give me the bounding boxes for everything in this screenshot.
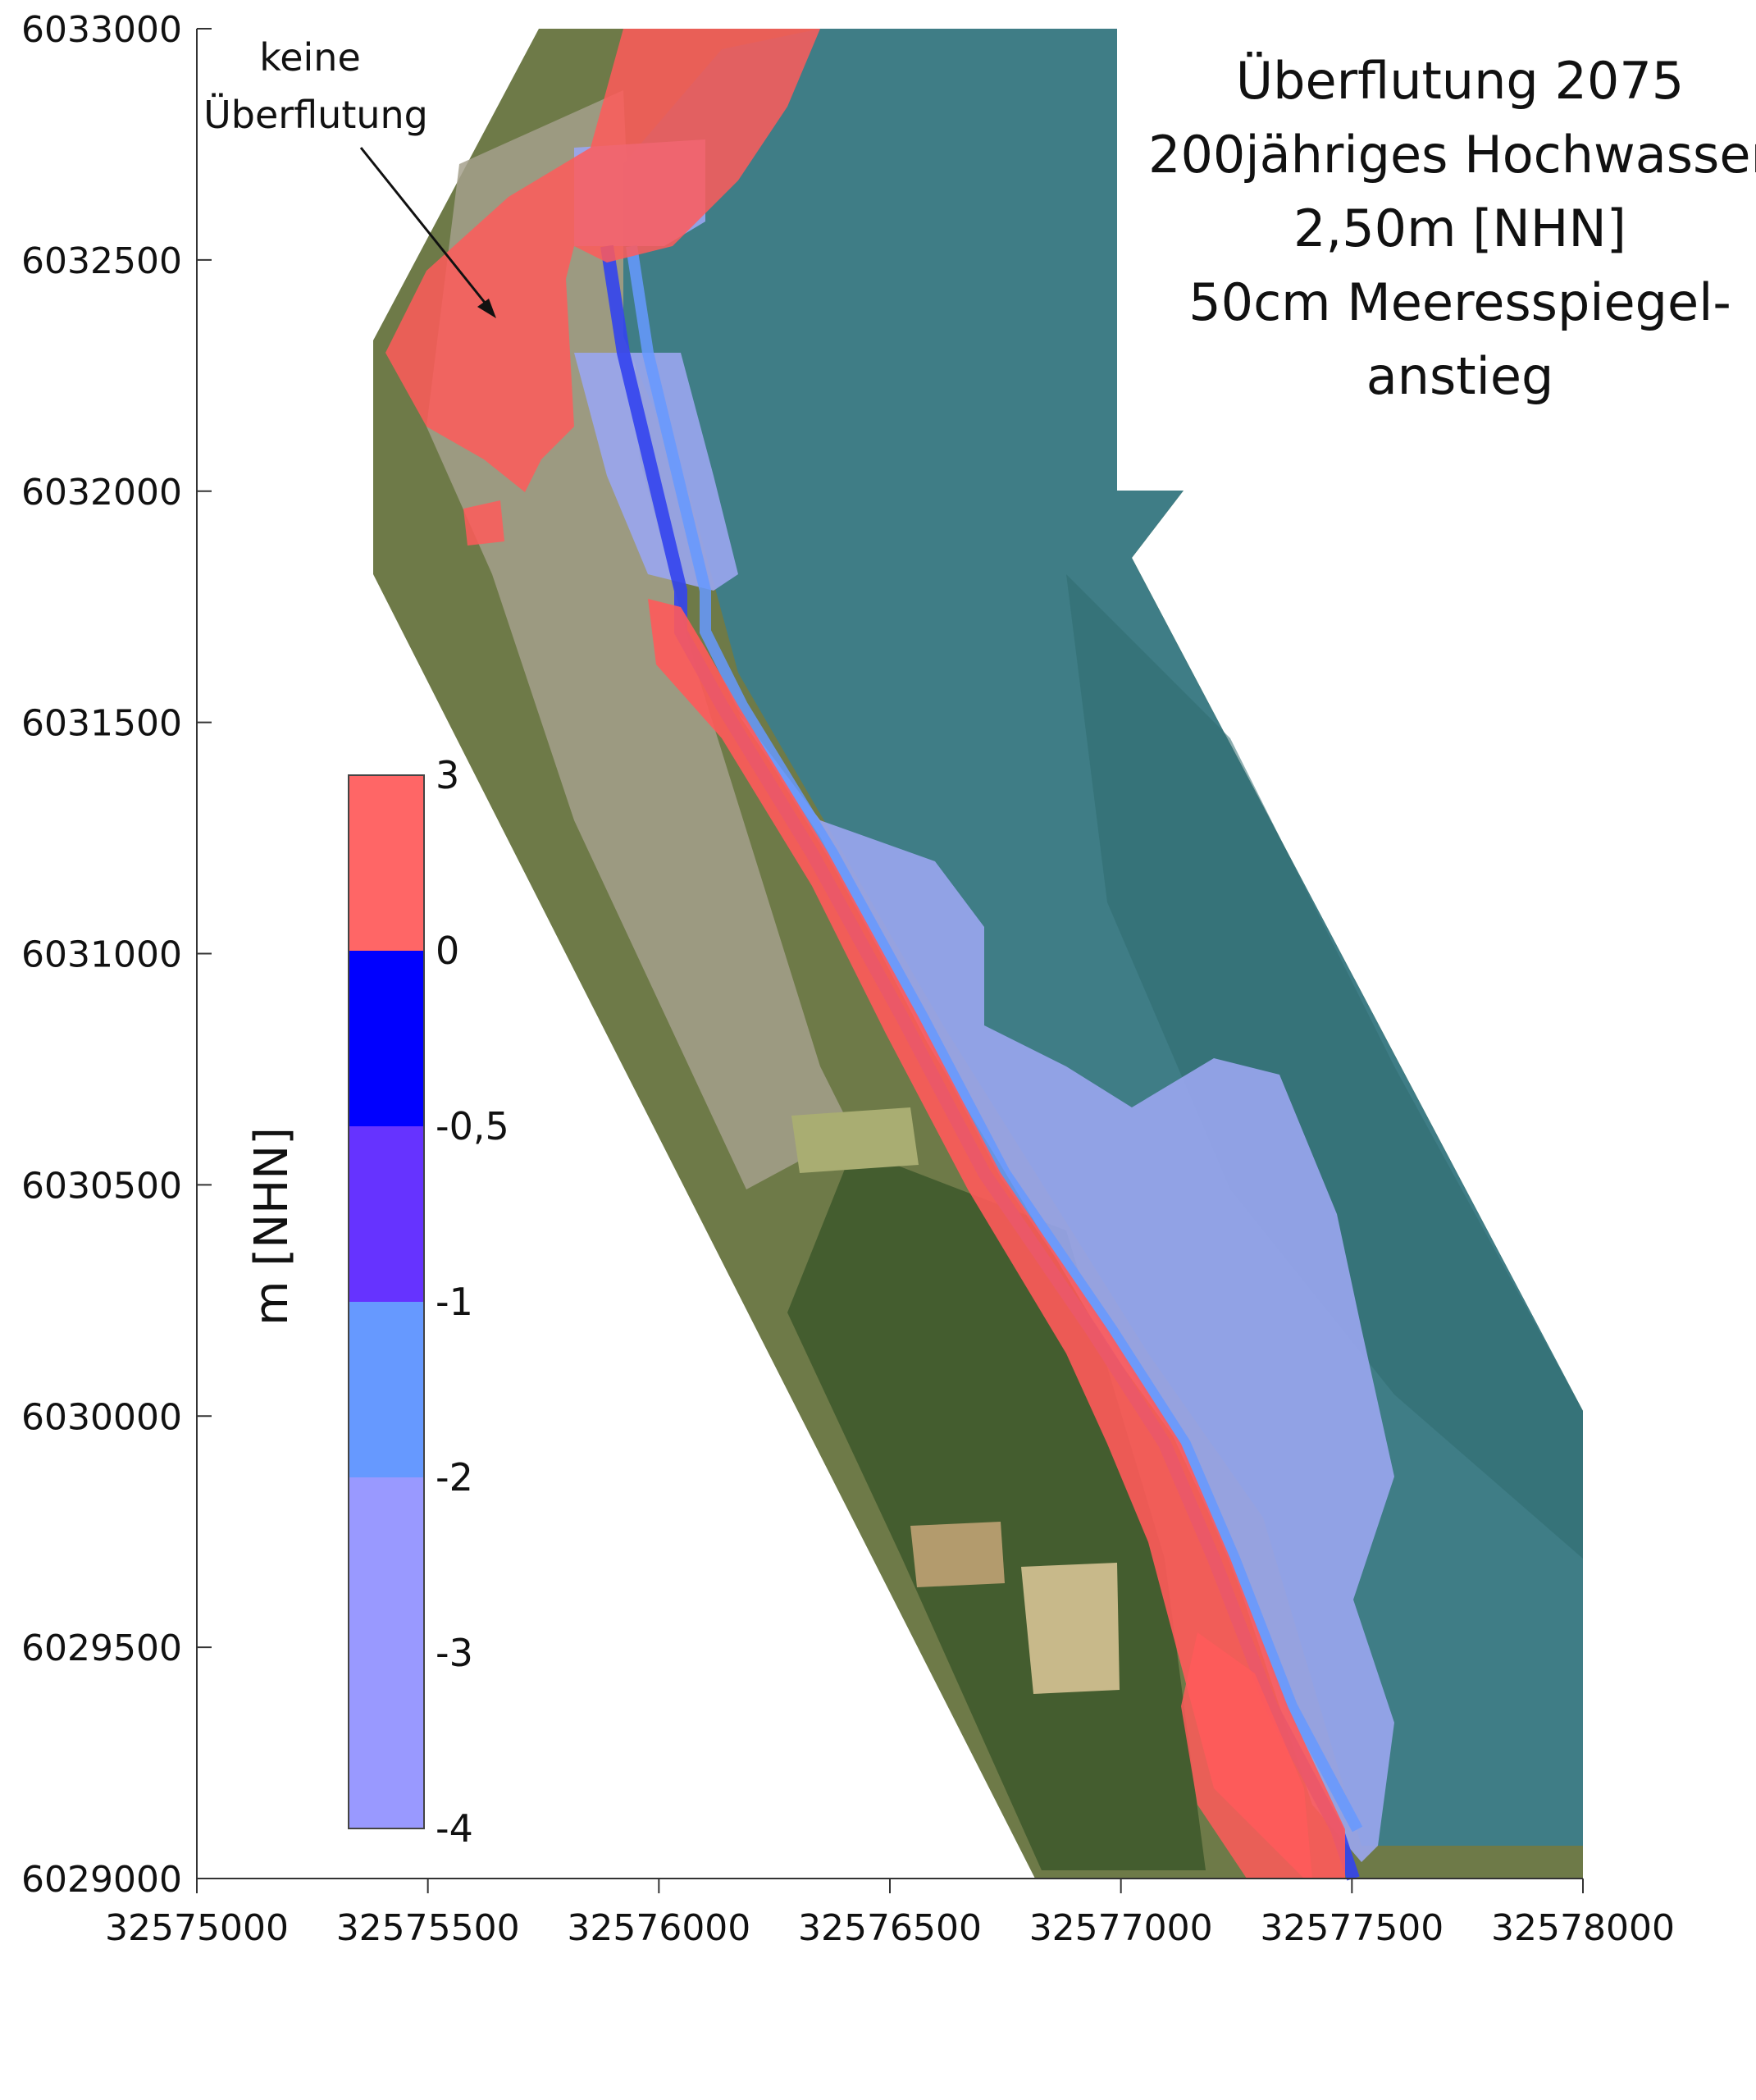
legend-swatch [349,1126,424,1302]
y-tick-label: 6033000 [21,9,182,51]
legend-label: -0,5 [436,1104,509,1148]
x-tick-label: 32575500 [336,1907,520,1949]
y-tick-label: 6032000 [21,472,182,514]
legend-frame [348,774,425,1829]
flood-red-south [1181,1632,1312,1879]
field-patch [791,1107,919,1173]
legend-label: -1 [436,1280,473,1324]
field-patch [1021,1563,1120,1694]
annotation-no-flooding: keine Überflutung [203,35,496,318]
x-tick-label: 32578000 [1491,1907,1675,1949]
title-line-4: 50cm Meeresspiegel- [1188,272,1731,332]
annotation-line-2: Überflutung [203,93,428,137]
legend-label: -3 [436,1631,473,1675]
legend-label: -4 [436,1806,473,1851]
legend-swatch [349,951,424,1126]
x-tick-label: 32576500 [798,1907,982,1949]
legend: 3 0 -0,5 -1 -2 -3 -4 m [NHN] [245,753,509,1851]
y-tick-label: 6032500 [21,240,182,282]
y-tick-label: 6029000 [21,1859,182,1901]
y-tick-label: 6031500 [21,703,182,745]
map-title: Überflutung 2075 200jähriges Hochwasser … [1148,51,1756,406]
legend-swatch [349,775,424,951]
legend-label: 0 [436,929,459,973]
title-line-2: 200jähriges Hochwasser [1148,125,1756,185]
annotation-line-1: keine [259,35,361,80]
x-tick-label: 32576000 [567,1907,750,1949]
x-tick-label: 32577500 [1260,1907,1444,1949]
flood-red-north [385,29,820,492]
coast-band-mid [626,244,1363,1833]
axes: 6033000 6032500 6032000 6031500 6031000 60305… [21,9,1675,1949]
title-line-5: anstieg [1366,346,1554,406]
map-image [373,29,1583,1881]
legend-title: m [NHN] [245,1127,299,1326]
title-line-1: Überflutung 2075 [1236,51,1684,111]
title-line-3: 2,50m [NHN] [1293,199,1626,258]
x-tick-label: 32577000 [1029,1907,1213,1949]
y-tick-label: 6031000 [21,934,182,976]
shallow-zone [738,714,1394,1862]
x-axis-ticks: 32575000 32575500 32576000 32576500 32577000… [105,1879,1675,1949]
legend-label: 3 [436,753,459,797]
legend-labels: 3 0 -0,5 -1 -2 -3 -4 [436,753,509,1851]
y-tick-label: 6029500 [21,1628,182,1669]
y-axis-ticks: 6033000 6032500 6032000 6031500 6031000 60305… [21,9,212,1901]
x-tick-label: 32575000 [105,1907,289,1949]
legend-label: -2 [436,1455,473,1500]
sea-shade [1066,574,1583,1559]
flood-red-coast [648,599,1345,1879]
annotation-arrowhead [477,299,496,318]
legend-color-bar [348,774,425,1829]
y-tick-label: 6030000 [21,1396,182,1438]
legend-swatch [349,1302,424,1477]
legend-swatch [349,1477,424,1828]
flood-red-field [463,500,504,546]
field-patch [910,1522,1005,1587]
annotation-arrow-line [359,147,494,313]
y-tick-label: 6030500 [21,1165,182,1207]
